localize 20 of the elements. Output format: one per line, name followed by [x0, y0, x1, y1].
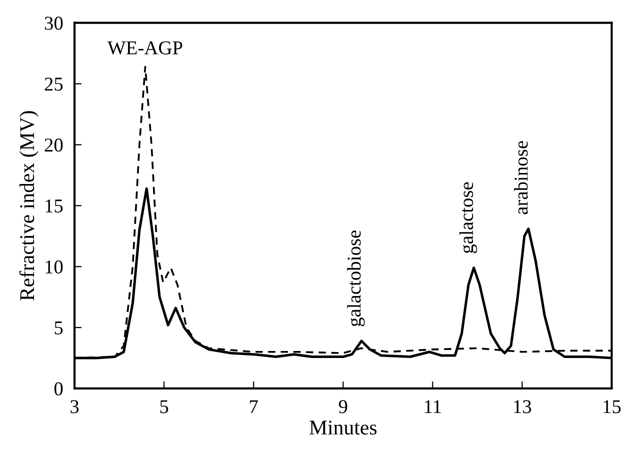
annotation: WE-AGP [107, 41, 182, 55]
y-tick-label: 10 [46, 260, 63, 274]
y-tick-label: 0 [54, 382, 63, 396]
x-tick-label: 3 [70, 400, 79, 414]
y-tick-label: 5 [54, 322, 63, 334]
x-tick-label: 7 [250, 400, 258, 414]
x-tick-label: 13 [514, 400, 532, 414]
x-tick-label: 11 [424, 400, 441, 414]
y-tick-label: 30 [44, 16, 63, 30]
annotation: galactobiose [347, 230, 365, 326]
y-tick-label: 15 [46, 200, 63, 213]
x-tick-label: 9 [338, 400, 348, 414]
x-tick-label: 5 [160, 400, 168, 414]
y-tick-label: 25 [44, 78, 63, 91]
y-tick-label: 20 [44, 138, 63, 152]
annotation: galactose [459, 182, 478, 254]
y-axis-title: Refractive index (MV) [19, 111, 38, 300]
annotation: arabinose [514, 141, 528, 214]
x-axis-title: Minutes [310, 420, 376, 435]
x-tick-label: 15 [604, 400, 621, 414]
